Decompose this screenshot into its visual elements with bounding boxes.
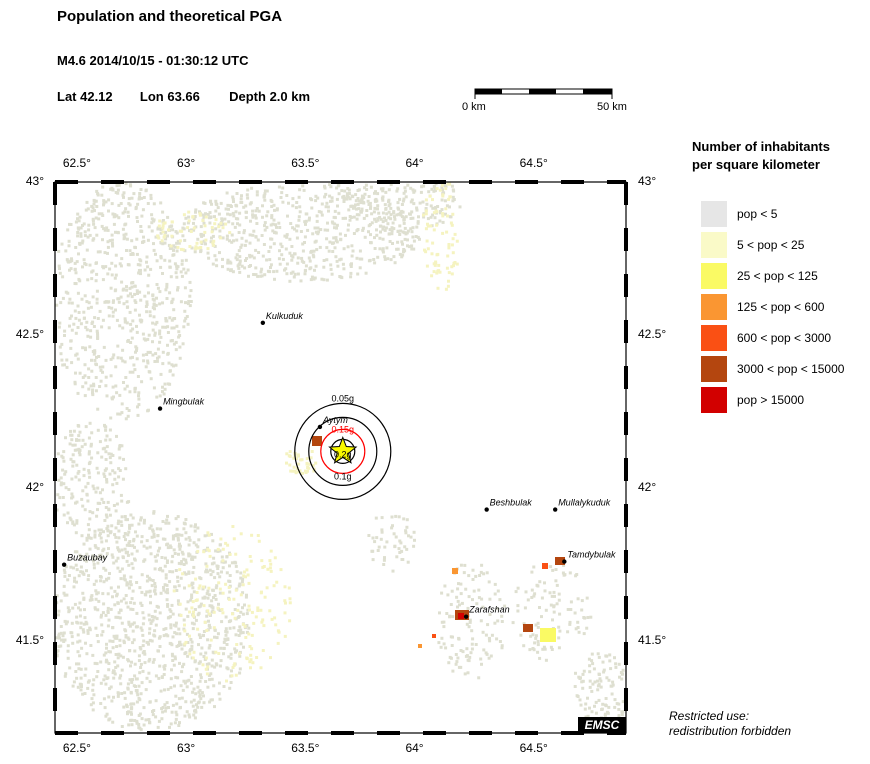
legend-label: 5 < pop < 25 bbox=[737, 238, 805, 252]
lat-tick-right: 43° bbox=[638, 174, 657, 188]
legend-subtitle: per square kilometer bbox=[692, 157, 820, 172]
lat-tick-right: 42° bbox=[638, 480, 657, 495]
city-label: Tamdybulak bbox=[567, 550, 616, 560]
legend-label: pop < 5 bbox=[737, 207, 778, 221]
emsc-badge: EMSC bbox=[578, 717, 626, 733]
legend-swatch bbox=[701, 294, 727, 320]
legend-title: Number of inhabitants bbox=[692, 139, 830, 154]
city-label: Buzaubay bbox=[67, 553, 108, 563]
depth-label: Depth 2.0 km bbox=[229, 89, 311, 104]
lon-tick-top: 62.5° bbox=[62, 156, 91, 170]
lat-tick-left: 43° bbox=[25, 174, 44, 188]
event-subtitle: M4.6 2014/10/15 - 01:30:12 UTC bbox=[57, 53, 249, 68]
legend-swatch bbox=[701, 325, 727, 351]
city-label: Beshbulak bbox=[490, 498, 533, 508]
lat-tick-left: 42° bbox=[25, 480, 44, 495]
city-label: Aytym bbox=[322, 415, 348, 425]
lon-tick-top: 64° bbox=[405, 156, 424, 170]
epicenter-star-icon bbox=[328, 436, 358, 464]
longitude-label: Lon 63.66 bbox=[139, 89, 200, 104]
map-frame bbox=[53, 180, 628, 735]
pga-rings: 0.05g 0.15g 0.1g 0.2g bbox=[294, 393, 392, 500]
legend-label: 600 < pop < 3000 bbox=[737, 331, 832, 345]
city-dot-icon bbox=[562, 559, 567, 564]
lon-tick-bottom: 64° bbox=[405, 741, 424, 755]
lat-tick-left: 41.5° bbox=[15, 633, 44, 648]
legend-swatch bbox=[701, 232, 727, 258]
lon-tick-top: 63° bbox=[177, 156, 196, 170]
scale-bar bbox=[474, 88, 613, 99]
pga-ring-label: 0.1g bbox=[334, 471, 352, 481]
legend-item: 125 < pop < 600 bbox=[701, 294, 870, 320]
city-dot-icon bbox=[463, 614, 469, 619]
city-label: Mingbulak bbox=[163, 397, 205, 407]
legend-label: 125 < pop < 600 bbox=[737, 300, 825, 314]
legend-label: 25 < pop < 125 bbox=[737, 269, 818, 283]
scale-start-label: 0 km bbox=[462, 101, 486, 113]
legend-item: 5 < pop < 25 bbox=[701, 232, 870, 258]
latitude-label: Lat 42.12 bbox=[57, 89, 113, 104]
legend-swatch bbox=[701, 201, 727, 227]
legend-swatch bbox=[701, 263, 727, 289]
pga-ring-label: 0.2g bbox=[334, 449, 352, 459]
lon-tick-top: 64.5° bbox=[519, 156, 548, 170]
lon-tick-bottom: 62.5° bbox=[62, 741, 91, 755]
lon-tick-bottom: 63.5° bbox=[291, 741, 320, 755]
lat-tick-left: 42.5° bbox=[15, 327, 44, 342]
legend-swatch bbox=[701, 356, 727, 382]
city-dot-icon bbox=[260, 320, 266, 326]
lon-tick-bottom: 64.5° bbox=[519, 741, 548, 755]
city-markers: Kulkuduk Mingbulak Aytym Beshbulak Mullalyku… bbox=[61, 311, 616, 619]
population-density-layer bbox=[55, 182, 625, 733]
city-label: Kulkuduk bbox=[266, 311, 304, 321]
legend-item: 600 < pop < 3000 bbox=[701, 325, 870, 351]
scale-end-label: 50 km bbox=[597, 101, 627, 113]
lat-tick-right: 41.5° bbox=[638, 633, 667, 648]
legend-item: pop < 5 bbox=[701, 201, 870, 227]
usage-note-line2: redistribution forbidden bbox=[669, 724, 792, 738]
legend-swatch bbox=[701, 387, 727, 413]
lon-tick-top: 63.5° bbox=[291, 156, 320, 170]
legend-item: pop > 15000 bbox=[701, 387, 870, 413]
pga-ring-label: 0.15g bbox=[332, 424, 355, 434]
page-title: Population and theoretical PGA bbox=[57, 8, 283, 25]
city-label: Zarafshan bbox=[468, 605, 510, 615]
city-dot-icon bbox=[61, 562, 67, 567]
city-dot-icon bbox=[552, 507, 558, 512]
event-coordinates: Lat 42.12 Lon 63.66 Depth 2.0 km bbox=[57, 89, 310, 104]
legend-item: 3000 < pop < 15000 bbox=[701, 356, 870, 382]
city-label: Mullalykuduk bbox=[558, 498, 611, 508]
lat-tick-right: 42.5° bbox=[638, 327, 667, 342]
legend-label: 3000 < pop < 15000 bbox=[737, 362, 845, 376]
pga-ring-label: 0.05g bbox=[332, 393, 355, 403]
legend-item: 25 < pop < 125 bbox=[701, 263, 870, 289]
city-dot-icon bbox=[317, 424, 323, 430]
city-dot-icon bbox=[484, 507, 489, 512]
usage-note-line1: Restricted use: bbox=[669, 709, 750, 723]
city-dot-icon bbox=[157, 406, 163, 411]
legend-label: pop > 15000 bbox=[737, 393, 805, 407]
lon-tick-bottom: 63° bbox=[177, 741, 196, 755]
